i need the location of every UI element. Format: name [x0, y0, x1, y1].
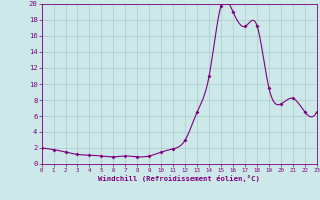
X-axis label: Windchill (Refroidissement éolien,°C): Windchill (Refroidissement éolien,°C): [98, 175, 260, 182]
